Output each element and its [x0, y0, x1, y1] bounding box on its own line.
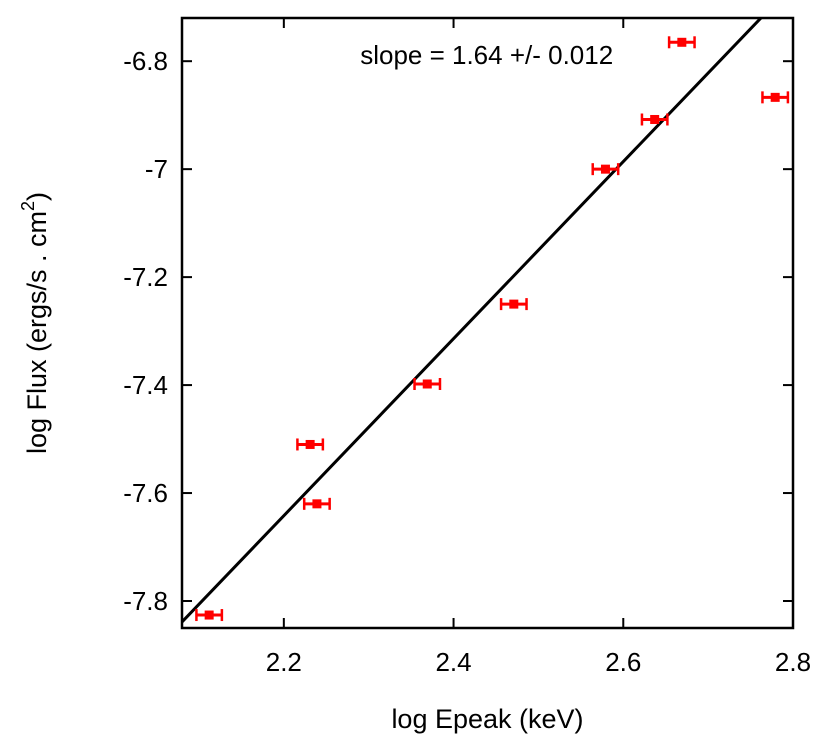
y-tick-label: -7 [145, 154, 168, 184]
point-marker [600, 164, 610, 174]
y-axis-title: log Flux (ergs/s . cm2) [18, 192, 52, 454]
data-point [591, 163, 620, 176]
y-tick-label: -7.8 [123, 586, 168, 616]
data-point [296, 438, 325, 451]
x-axis-ticks: 2.2 2.4 2.6 2.8 [266, 18, 811, 677]
point-marker [677, 37, 687, 47]
point-marker [305, 439, 315, 449]
point-marker [650, 114, 660, 124]
point-marker [509, 299, 519, 309]
slope-annotation: slope = 1.64 +/- 0.012 [360, 40, 613, 70]
y-tick-label: -7.2 [123, 262, 168, 292]
x-tick-label: 2.8 [775, 647, 811, 677]
y-axis-title-main: log Flux (ergs/s . cm [22, 211, 52, 454]
data-point [761, 91, 790, 104]
y-axis-title-superscript: 2 [18, 201, 38, 211]
y-axis-ticks: -6.8 -7 -7.2 -7.4 -7.6 -7.8 [123, 46, 793, 616]
data-point [640, 113, 669, 126]
y-axis-title-close: ) [22, 192, 52, 201]
data-point [195, 609, 224, 622]
y-tick-label: -6.8 [123, 46, 168, 76]
data-points-layer [195, 36, 790, 622]
data-point [667, 36, 696, 49]
point-marker [204, 610, 214, 620]
data-point [302, 497, 331, 510]
y-tick-label: -7.4 [123, 370, 168, 400]
fit-line [182, 18, 763, 623]
fit-layer [182, 18, 763, 623]
y-tick-label: -7.6 [123, 478, 168, 508]
x-tick-label: 2.6 [605, 647, 641, 677]
x-tick-label: 2.2 [266, 647, 302, 677]
point-marker [770, 92, 780, 102]
plot-frame [180, 16, 795, 630]
point-marker [422, 379, 432, 389]
x-tick-label: 2.4 [435, 647, 471, 677]
x-axis-title: log Epeak (keV) [391, 704, 583, 734]
data-point [413, 378, 442, 390]
point-marker [312, 499, 322, 509]
data-point [499, 298, 528, 311]
